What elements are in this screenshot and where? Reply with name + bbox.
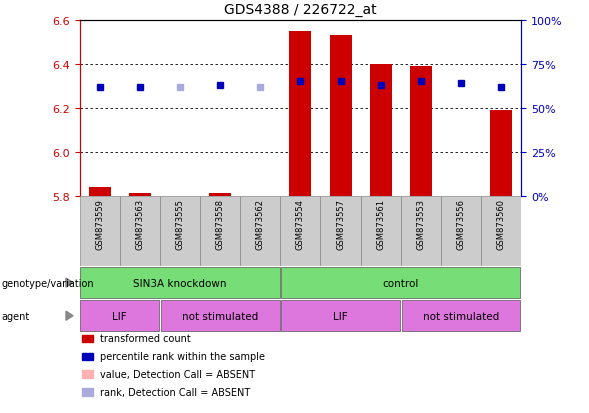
- FancyBboxPatch shape: [481, 196, 521, 266]
- FancyBboxPatch shape: [320, 196, 360, 266]
- Bar: [88, 188, 111, 196]
- Text: GSM873558: GSM873558: [216, 198, 224, 249]
- Bar: [410, 67, 432, 196]
- FancyBboxPatch shape: [80, 268, 280, 298]
- Text: GSM873553: GSM873553: [416, 198, 425, 249]
- FancyBboxPatch shape: [200, 196, 240, 266]
- FancyBboxPatch shape: [401, 196, 441, 266]
- Bar: [490, 111, 512, 196]
- Bar: [329, 36, 352, 196]
- Text: GSM873556: GSM873556: [456, 198, 465, 249]
- Text: rank, Detection Call = ABSENT: rank, Detection Call = ABSENT: [100, 387, 250, 396]
- Bar: [289, 32, 312, 196]
- FancyBboxPatch shape: [441, 196, 481, 266]
- FancyBboxPatch shape: [240, 196, 280, 266]
- Text: GSM873561: GSM873561: [376, 198, 385, 249]
- Text: not stimulated: not stimulated: [182, 311, 258, 321]
- Text: genotype/variation: genotype/variation: [1, 278, 94, 288]
- Text: percentile rank within the sample: percentile rank within the sample: [100, 351, 265, 361]
- Bar: [209, 194, 231, 196]
- FancyBboxPatch shape: [360, 196, 401, 266]
- Text: GSM873559: GSM873559: [95, 198, 104, 249]
- FancyBboxPatch shape: [161, 301, 280, 331]
- FancyBboxPatch shape: [120, 196, 160, 266]
- Title: GDS4388 / 226722_at: GDS4388 / 226722_at: [224, 3, 377, 17]
- Text: GSM873554: GSM873554: [296, 198, 305, 249]
- Text: LIF: LIF: [333, 311, 348, 321]
- Bar: [129, 194, 151, 196]
- Text: LIF: LIF: [112, 311, 127, 321]
- FancyBboxPatch shape: [402, 301, 521, 331]
- Text: control: control: [383, 278, 419, 288]
- FancyBboxPatch shape: [280, 196, 320, 266]
- FancyBboxPatch shape: [281, 268, 521, 298]
- Text: GSM873562: GSM873562: [256, 198, 264, 249]
- Text: transformed count: transformed count: [100, 333, 191, 343]
- Text: GSM873555: GSM873555: [176, 198, 184, 249]
- Text: SIN3A knockdown: SIN3A knockdown: [133, 278, 227, 288]
- Text: GSM873557: GSM873557: [336, 198, 345, 249]
- FancyBboxPatch shape: [160, 196, 200, 266]
- Text: GSM873563: GSM873563: [135, 198, 144, 249]
- Text: not stimulated: not stimulated: [423, 311, 499, 321]
- FancyBboxPatch shape: [281, 301, 400, 331]
- Text: value, Detection Call = ABSENT: value, Detection Call = ABSENT: [100, 369, 255, 379]
- Text: agent: agent: [1, 311, 29, 321]
- FancyBboxPatch shape: [80, 301, 159, 331]
- Bar: [370, 64, 392, 196]
- Text: GSM873560: GSM873560: [497, 198, 506, 249]
- FancyBboxPatch shape: [80, 196, 120, 266]
